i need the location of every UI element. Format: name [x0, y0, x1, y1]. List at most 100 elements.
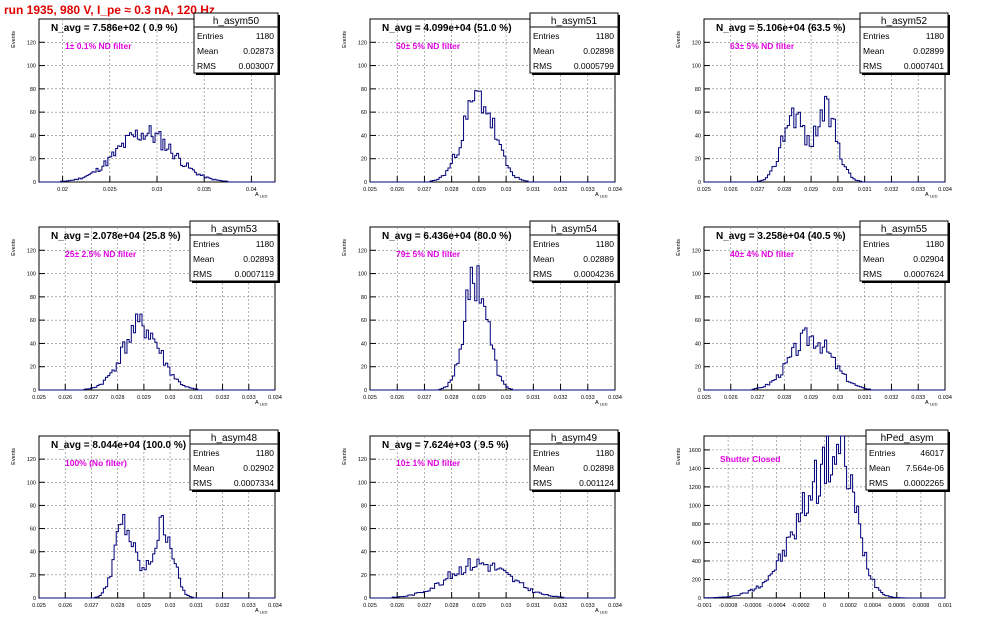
stats-box: h_asym51 Entries 1180 Mean 0.02898 RMS 0.00057… — [529, 12, 620, 75]
x-tick-label: 0.026 — [724, 187, 738, 193]
x-tick-label: 0.034 — [938, 187, 952, 193]
y-tick-label: 400 — [692, 559, 701, 565]
stat-label-mean: Mean — [193, 463, 215, 473]
histogram-line-h_asym48 — [39, 514, 275, 599]
x-tick-label: 0.027 — [418, 187, 432, 193]
stat-value-mean: 0.02873 — [243, 46, 274, 56]
x-tick-label: -0.0008 — [719, 603, 738, 609]
x-tick-label: 0.031 — [858, 187, 872, 193]
x-tick-label: 0.029 — [137, 395, 151, 401]
stat-label-entries: Entries — [533, 239, 559, 249]
stat-label-mean: Mean — [869, 463, 891, 473]
x-tick-label: 0.027 — [418, 395, 432, 401]
y-tick-label: 120 — [27, 40, 36, 46]
stats-box-frame — [859, 12, 949, 74]
filter-annotation: 40± 4% ND filter — [730, 249, 795, 259]
y-tick-label: 20 — [30, 573, 36, 579]
y-tick-label: 100 — [358, 480, 367, 486]
histogram-title: N_avg = 8.044e+04 (100.0 %) — [51, 440, 186, 451]
histogram-title: N_avg = 7.586e+02 ( 0.9 %) — [51, 23, 178, 34]
stat-value-rms: 0.0005799 — [574, 61, 614, 71]
histogram-line-h_asym49 — [370, 558, 615, 599]
x-tick-label: 0.027 — [751, 395, 765, 401]
stat-label-mean: Mean — [533, 46, 555, 56]
histogram-name: h_asym52 — [881, 16, 928, 27]
histogram-title: N_avg = 2.078e+04 (25.8 %) — [51, 231, 181, 242]
stats-box: h_asym53 Entries 1180 Mean 0.02893 RMS 0.00071… — [189, 220, 280, 283]
filter-annotation: 50± 5% ND filter — [396, 41, 461, 51]
x-tick-label: 0.033 — [581, 187, 595, 193]
stat-label-mean: Mean — [863, 46, 885, 56]
x-tick-label: 0.033 — [581, 603, 595, 609]
y-tick-label: 40 — [695, 133, 701, 139]
y-tick-label: 20 — [361, 157, 367, 163]
stat-label-entries: Entries — [193, 239, 219, 249]
filter-annotation: 10± 1% ND filter — [396, 458, 461, 468]
histogram-line-h_asym51 — [370, 90, 615, 183]
y-tick-label: 1200 — [689, 485, 701, 491]
y-tick-label: 20 — [695, 157, 701, 163]
x-tick-label: 0.029 — [804, 187, 818, 193]
x-tick-label: 0.034 — [608, 395, 622, 401]
y-tick-label: 0 — [364, 180, 367, 186]
histogram-name: h_asym49 — [551, 433, 598, 444]
y-tick-label: 1600 — [689, 448, 701, 454]
y-axis-label: Events — [676, 31, 682, 48]
stats-box: h_asym50 Entries 1180 Mean 0.02873 RMS 0.00300… — [193, 12, 280, 75]
x-axis-label: A LED — [925, 192, 938, 199]
y-axis-label: Events — [11, 31, 17, 48]
y-tick-label: 20 — [30, 365, 36, 371]
y-tick-label: 40 — [361, 341, 367, 347]
x-tick-label: 0.031 — [858, 395, 872, 401]
stat-label-rms: RMS — [193, 478, 212, 488]
stats-box: h_asym54 Entries 1180 Mean 0.02889 RMS 0.00042… — [529, 220, 620, 283]
y-tick-label: 0 — [698, 388, 701, 394]
histogram-panel-h_asym50: 0 20 40 60 80 100 120 0.02 0.025 0.03 0.035 0.04 Eve… — [11, 12, 280, 199]
y-tick-label: 60 — [361, 527, 367, 533]
y-axis-label: Events — [676, 448, 682, 465]
stat-value-rms: 0.001124 — [579, 478, 614, 488]
stat-label-rms: RMS — [533, 269, 552, 279]
stat-label-entries: Entries — [533, 448, 559, 458]
page-title: run 1935, 980 V, I_pe ≈ 0.3 nA, 120 Hz — [4, 3, 215, 17]
y-axis-label: Events — [11, 239, 17, 256]
stats-box-frame — [193, 12, 279, 74]
histogram-name: h_asym55 — [881, 224, 928, 235]
y-axis-label: Events — [342, 239, 348, 256]
x-tick-label: 0.028 — [445, 187, 459, 193]
x-tick-label: 0.028 — [777, 395, 791, 401]
x-tick-label: 0.03 — [501, 603, 512, 609]
x-tick-label: 0.031 — [189, 395, 203, 401]
y-tick-label: 0 — [698, 180, 701, 186]
filter-annotation: Shutter Closed — [720, 454, 780, 464]
y-tick-label: 0 — [33, 180, 36, 186]
x-tick-label: 0.025 — [103, 187, 117, 193]
x-tick-label: 0.025 — [363, 395, 377, 401]
y-tick-label: 100 — [27, 480, 36, 486]
x-tick-label: 0.025 — [363, 187, 377, 193]
x-tick-label: 0.026 — [390, 395, 404, 401]
y-tick-label: 40 — [30, 341, 36, 347]
x-tick-label: 0.028 — [445, 603, 459, 609]
histogram-name: h_asym54 — [551, 224, 598, 235]
y-tick-label: 0 — [33, 388, 36, 394]
y-tick-label: 40 — [361, 133, 367, 139]
x-tick-label: 0.031 — [189, 603, 203, 609]
stat-value-rms: 0.0007334 — [234, 478, 274, 488]
histogram-title: N_avg = 7.624e+03 ( 9.5 %) — [382, 440, 509, 451]
y-tick-label: 20 — [361, 573, 367, 579]
y-tick-label: 0 — [698, 596, 701, 602]
x-tick-label: 0.025 — [697, 395, 711, 401]
stat-value-rms: 0.0007401 — [904, 61, 944, 71]
x-tick-label: 0.029 — [472, 603, 486, 609]
stat-value-mean: 0.02898 — [583, 463, 614, 473]
x-tick-label: 0.0006 — [888, 603, 905, 609]
x-tick-label: 0.028 — [111, 603, 125, 609]
y-tick-label: 40 — [361, 550, 367, 556]
x-tick-label: -0.0002 — [791, 603, 810, 609]
stat-label-mean: Mean — [533, 463, 555, 473]
stat-label-rms: RMS — [533, 61, 552, 71]
x-tick-label: 0.03 — [833, 395, 844, 401]
x-tick-label: 0.026 — [58, 603, 72, 609]
